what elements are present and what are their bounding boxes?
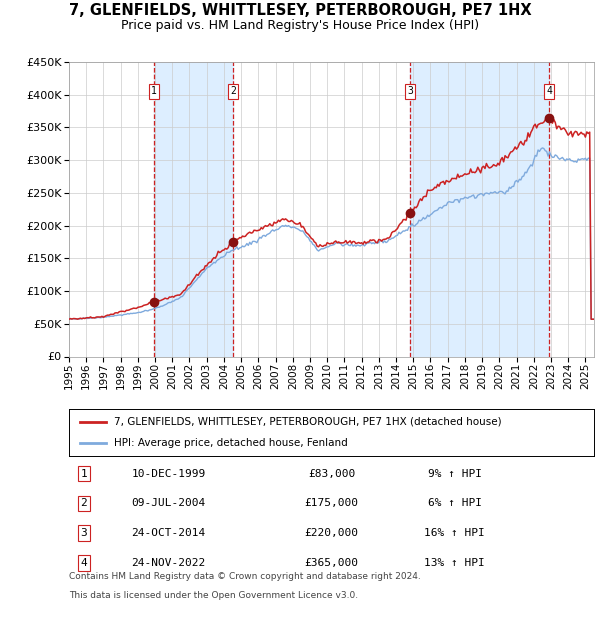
Text: £220,000: £220,000 <box>305 528 359 538</box>
Text: 3: 3 <box>80 528 87 538</box>
Text: 09-JUL-2004: 09-JUL-2004 <box>131 498 206 508</box>
Text: £175,000: £175,000 <box>305 498 359 508</box>
Text: 4: 4 <box>80 558 87 568</box>
Text: 7, GLENFIELDS, WHITTLESEY, PETERBOROUGH, PE7 1HX: 7, GLENFIELDS, WHITTLESEY, PETERBOROUGH,… <box>68 3 532 18</box>
Text: 16% ↑ HPI: 16% ↑ HPI <box>425 528 485 538</box>
Text: 1: 1 <box>151 86 157 97</box>
Text: 10-DEC-1999: 10-DEC-1999 <box>131 469 206 479</box>
Text: 6% ↑ HPI: 6% ↑ HPI <box>428 498 482 508</box>
Text: 2: 2 <box>230 86 236 97</box>
Text: 13% ↑ HPI: 13% ↑ HPI <box>425 558 485 568</box>
Text: Contains HM Land Registry data © Crown copyright and database right 2024.: Contains HM Land Registry data © Crown c… <box>69 572 421 581</box>
Text: Price paid vs. HM Land Registry's House Price Index (HPI): Price paid vs. HM Land Registry's House … <box>121 19 479 32</box>
Text: This data is licensed under the Open Government Licence v3.0.: This data is licensed under the Open Gov… <box>69 591 358 600</box>
Text: 24-OCT-2014: 24-OCT-2014 <box>131 528 206 538</box>
Text: 24-NOV-2022: 24-NOV-2022 <box>131 558 206 568</box>
Bar <box>154 62 233 356</box>
Text: 4: 4 <box>547 86 552 97</box>
Bar <box>410 62 549 356</box>
Text: 1: 1 <box>80 469 87 479</box>
Text: HPI: Average price, detached house, Fenland: HPI: Average price, detached house, Fenl… <box>113 438 347 448</box>
Text: 2: 2 <box>80 498 87 508</box>
Text: 9% ↑ HPI: 9% ↑ HPI <box>428 469 482 479</box>
Text: 7, GLENFIELDS, WHITTLESEY, PETERBOROUGH, PE7 1HX (detached house): 7, GLENFIELDS, WHITTLESEY, PETERBOROUGH,… <box>113 417 501 427</box>
Text: 3: 3 <box>407 86 413 97</box>
Text: £365,000: £365,000 <box>305 558 359 568</box>
Text: £83,000: £83,000 <box>308 469 355 479</box>
